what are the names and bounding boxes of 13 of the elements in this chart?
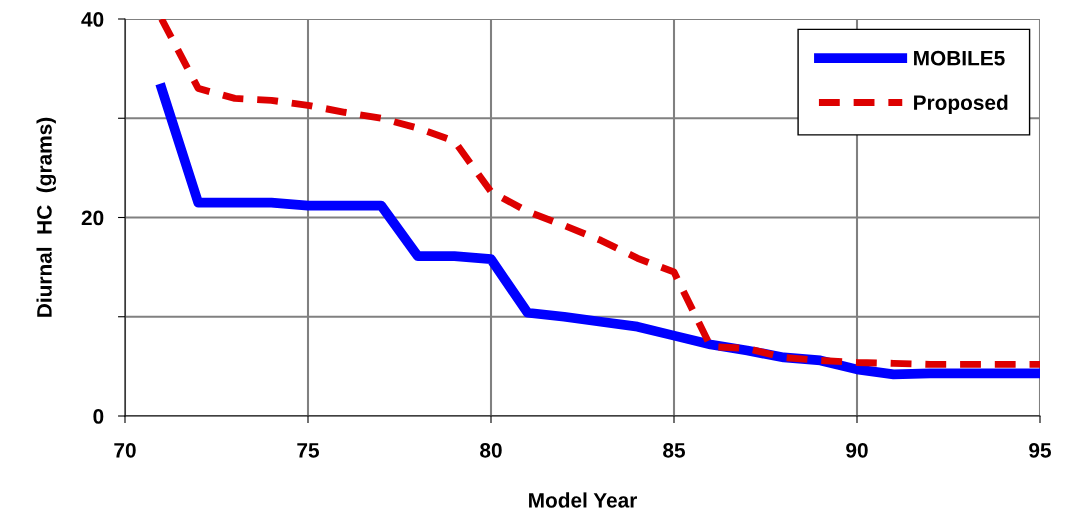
- legend-label: Proposed: [914, 94, 1008, 115]
- y-tick-label: 40: [81, 12, 104, 27]
- y-tick-label: 0: [93, 409, 104, 424]
- x-tick-label: 70: [114, 442, 136, 458]
- x-axis-title: Model Year: [529, 492, 638, 508]
- y-axis-title: Diurnal HC (grams): [36, 117, 56, 317]
- x-tick-label: 80: [480, 442, 502, 458]
- x-tick-label: 95: [1029, 442, 1052, 458]
- x-tick-label: 85: [663, 442, 686, 458]
- x-tick-label: 90: [846, 442, 868, 458]
- x-tick-label: 75: [297, 443, 320, 458]
- legend-label: MOBILE5: [914, 50, 1005, 66]
- y-tick-label: 20: [81, 210, 104, 226]
